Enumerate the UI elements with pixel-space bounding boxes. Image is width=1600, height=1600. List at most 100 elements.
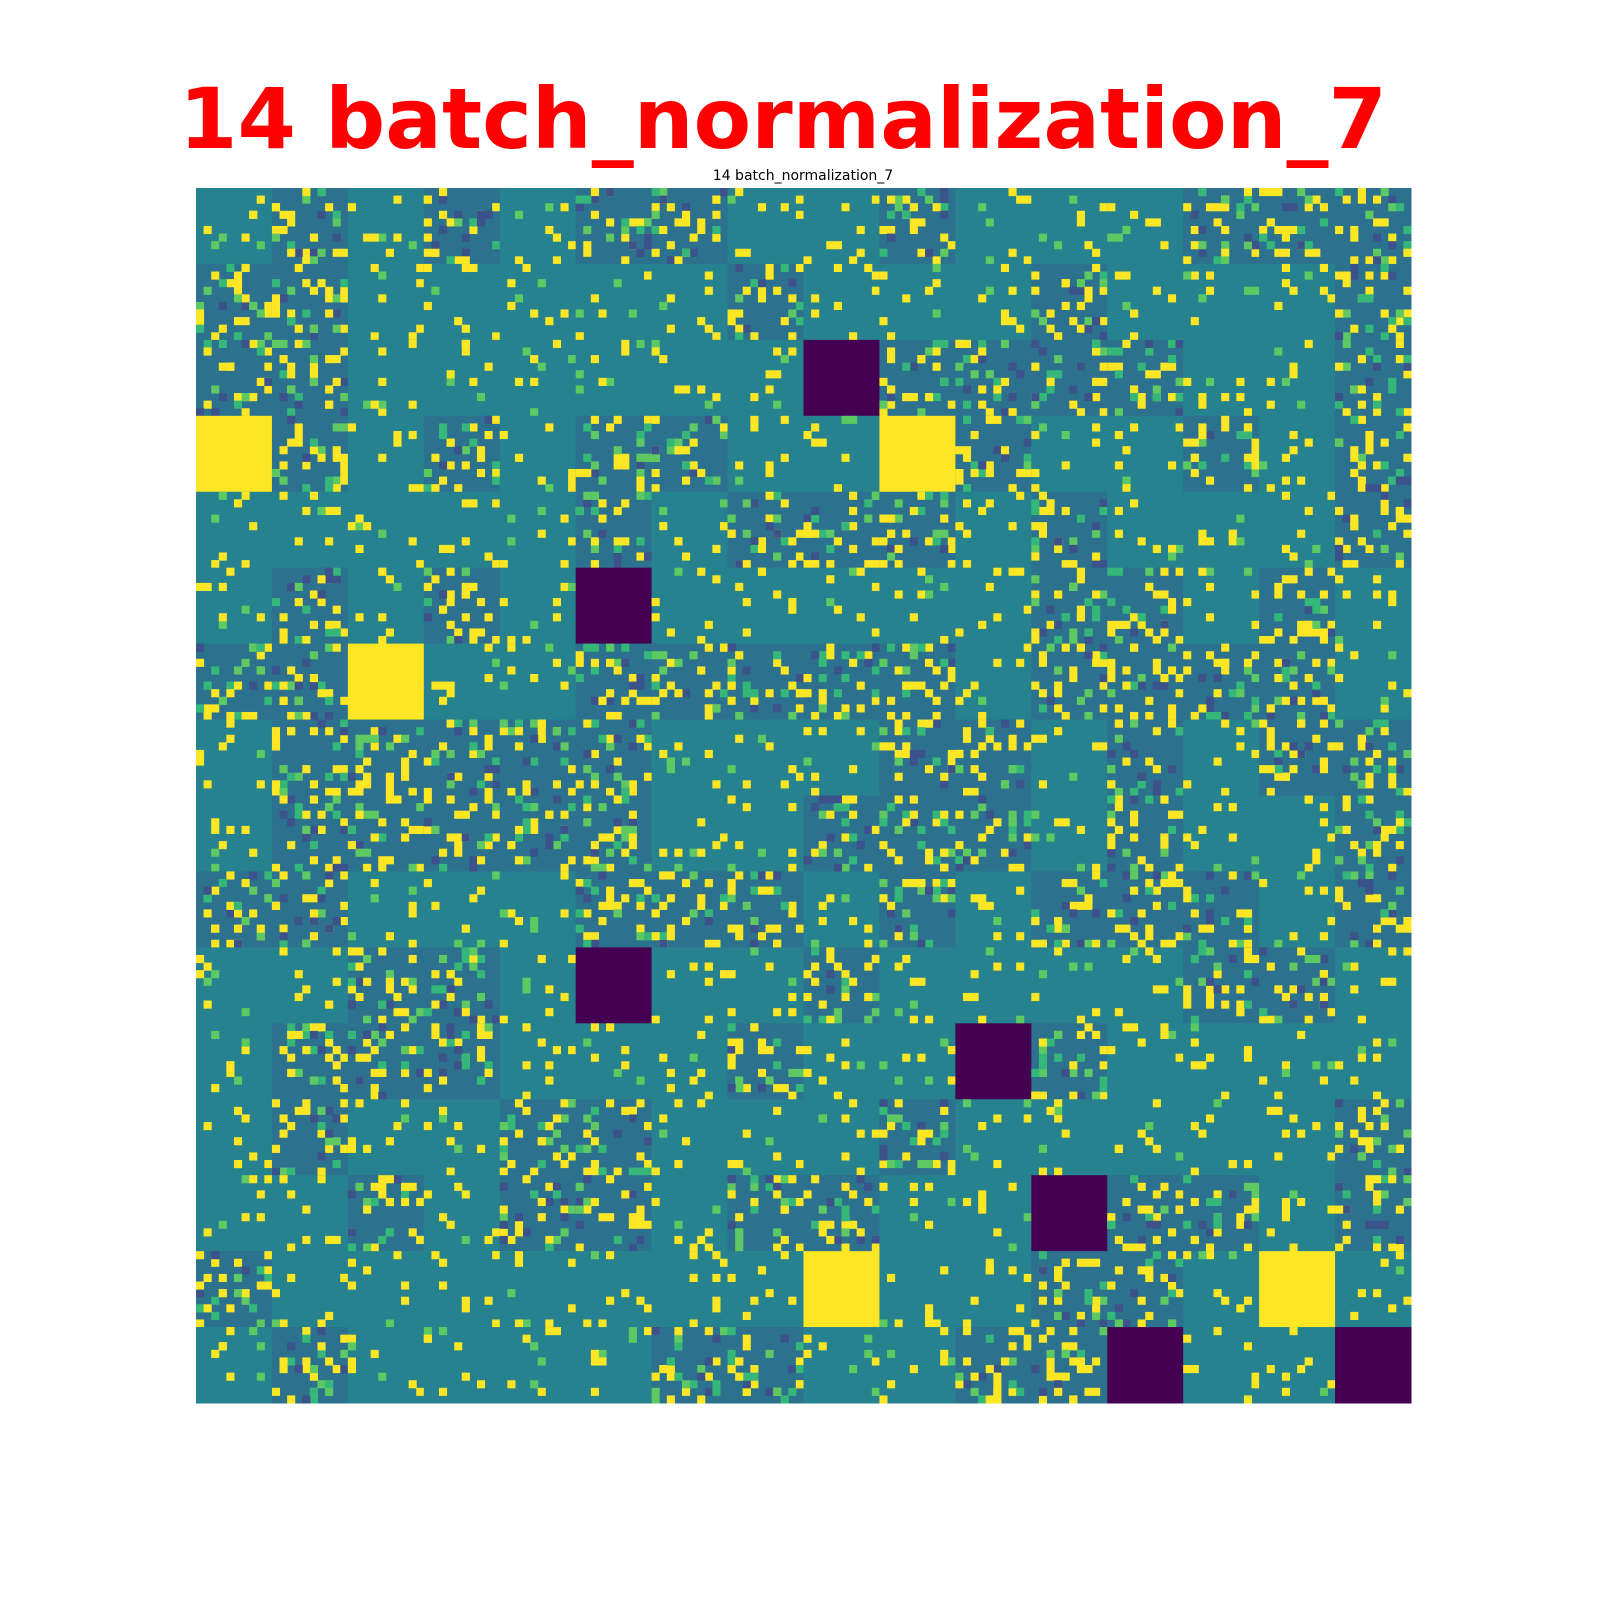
pixel <box>606 377 615 386</box>
pixel <box>249 909 258 918</box>
pixel <box>287 210 296 219</box>
pixel <box>735 841 744 850</box>
pixel <box>1403 689 1412 698</box>
pixel <box>203 339 212 348</box>
pixel <box>309 894 318 903</box>
pixel <box>1000 453 1010 462</box>
pixel <box>264 1266 273 1275</box>
pixel <box>925 689 934 698</box>
pixel <box>1084 711 1093 721</box>
pixel <box>1243 909 1253 918</box>
pixel <box>742 901 751 910</box>
pixel <box>309 909 318 918</box>
pixel <box>302 985 311 994</box>
pixel <box>1312 598 1321 607</box>
pixel <box>408 909 417 918</box>
pixel <box>849 1099 858 1108</box>
pixel <box>416 1068 425 1077</box>
pixel <box>727 1182 736 1191</box>
pixel <box>499 1122 508 1131</box>
pixel <box>978 347 987 356</box>
pixel <box>841 1038 850 1047</box>
pixel <box>590 1023 599 1032</box>
pixel <box>317 886 326 895</box>
pixel <box>1327 491 1336 500</box>
pixel <box>811 651 820 660</box>
pixel <box>1099 658 1108 667</box>
pixel <box>317 188 326 197</box>
pixel <box>203 977 212 986</box>
pixel <box>545 1235 554 1245</box>
pixel <box>1076 514 1085 523</box>
pixel <box>636 894 645 903</box>
pixel <box>1335 188 1344 197</box>
pixel <box>1137 1038 1146 1047</box>
pixel <box>537 727 546 736</box>
pixel <box>446 598 455 607</box>
pixel <box>1259 1251 1336 1328</box>
pixel <box>294 339 303 348</box>
pixel <box>309 256 318 265</box>
pixel <box>545 833 554 842</box>
pixel <box>287 1342 296 1351</box>
pixel <box>325 727 334 736</box>
pixel <box>294 970 303 979</box>
pixel <box>1084 894 1093 903</box>
pixel <box>218 620 227 629</box>
pixel <box>1016 658 1025 667</box>
pixel <box>1031 833 1040 842</box>
pixel <box>1357 1289 1366 1298</box>
pixel <box>765 1175 774 1184</box>
pixel <box>727 765 736 774</box>
pixel <box>1084 636 1093 645</box>
pixel <box>1069 1357 1078 1366</box>
pixel <box>1190 438 1199 447</box>
pixel <box>378 1061 387 1070</box>
pixel <box>689 438 698 447</box>
pixel <box>522 803 531 812</box>
pixel <box>879 248 888 257</box>
pixel <box>1031 734 1040 743</box>
pixel <box>1031 636 1040 645</box>
pixel <box>613 909 622 918</box>
pixel <box>355 522 364 531</box>
pixel <box>431 749 440 759</box>
pixel <box>203 780 212 789</box>
pixel <box>264 347 273 356</box>
pixel <box>287 370 296 379</box>
pixel <box>1403 947 1412 956</box>
pixel <box>583 909 592 918</box>
pixel <box>1099 681 1108 690</box>
pixel <box>811 560 820 569</box>
pixel <box>196 1251 205 1260</box>
pixel <box>689 1076 698 1085</box>
pixel <box>841 1228 850 1237</box>
pixel <box>1122 605 1131 614</box>
pixel <box>317 446 326 455</box>
pixel <box>826 643 835 652</box>
pixel <box>1175 1289 1184 1298</box>
pixel <box>385 977 394 986</box>
pixel <box>925 856 934 865</box>
pixel <box>256 347 265 356</box>
pixel <box>1357 355 1366 364</box>
pixel <box>1198 438 1207 447</box>
pixel <box>803 431 812 440</box>
pixel <box>1395 506 1404 516</box>
pixel <box>484 1068 493 1077</box>
pixel <box>1092 1030 1101 1039</box>
pixel <box>203 704 212 713</box>
pixel <box>1190 210 1199 219</box>
pixel <box>1183 985 1192 994</box>
pixel <box>1289 225 1298 235</box>
pixel <box>1373 620 1382 629</box>
pixel <box>962 499 972 508</box>
pixel <box>446 438 455 447</box>
pixel <box>241 825 250 834</box>
pixel <box>1152 985 1161 994</box>
pixel <box>1236 909 1245 918</box>
pixel <box>1061 461 1070 470</box>
pixel <box>552 1046 561 1055</box>
pixel <box>894 825 903 834</box>
pixel <box>689 1380 698 1389</box>
